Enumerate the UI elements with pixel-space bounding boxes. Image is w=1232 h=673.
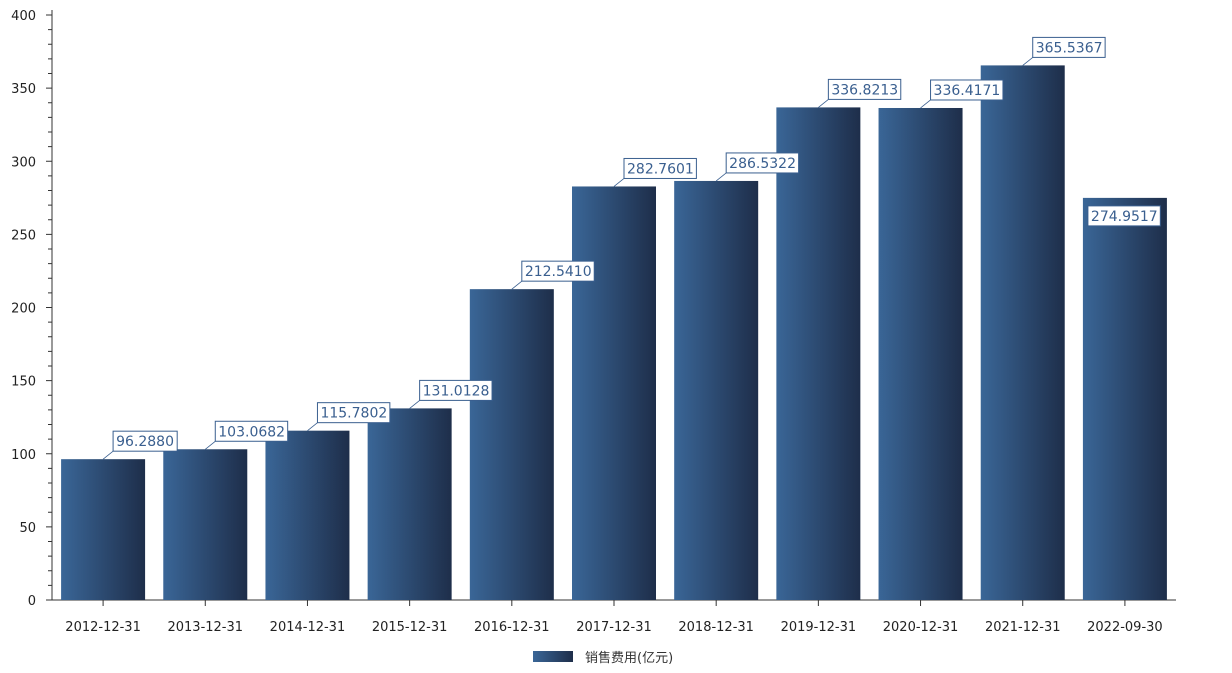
bar — [469, 289, 554, 600]
data-label-box — [623, 157, 697, 179]
x-tick-label: 2021-12-31 — [985, 620, 1061, 635]
data-label-box — [316, 402, 391, 424]
label-leader-line — [511, 280, 523, 290]
data-label-box — [214, 420, 289, 442]
x-tick-label: 2017-12-31 — [576, 620, 652, 635]
label-leader-line — [102, 450, 114, 460]
data-label-box — [521, 260, 595, 282]
data-label-box — [725, 152, 800, 174]
y-tick-label: 300 — [11, 155, 36, 170]
label-leader-line — [818, 99, 829, 108]
data-labels: 96.2880 103.0682 115.7802 131.0128 212.5410 2… — [102, 36, 1161, 460]
bar — [367, 408, 452, 600]
x-tick-label: 2020-12-31 — [883, 620, 959, 635]
data-label: 282.7601 — [627, 161, 694, 177]
data-label-box — [930, 79, 1004, 101]
bar — [265, 430, 350, 600]
x-tick-label: 2014-12-31 — [270, 620, 346, 635]
x-tick-label: 2013-12-31 — [167, 620, 243, 635]
label-leader-line — [205, 440, 216, 450]
data-label: 336.4171 — [934, 83, 1001, 99]
y-tick-label: 100 — [11, 448, 36, 463]
y-tick-label: 400 — [11, 9, 36, 24]
label-leader-line — [920, 99, 931, 109]
label-leader-line — [613, 178, 625, 187]
bar — [980, 65, 1065, 600]
x-tick-label: 2016-12-31 — [474, 620, 550, 635]
x-tick-label: 2019-12-31 — [781, 620, 857, 635]
bar — [674, 180, 759, 600]
label-leader-line — [409, 400, 420, 409]
data-label: 131.0128 — [423, 383, 490, 399]
bar — [878, 107, 963, 600]
data-label: 103.0682 — [218, 424, 285, 440]
data-label-box — [1087, 205, 1161, 227]
data-label-box — [1032, 36, 1106, 58]
data-label: 115.7802 — [320, 406, 387, 422]
legend[interactable]: 销售费用(亿元) — [533, 650, 673, 666]
x-tick-label: 2015-12-31 — [372, 620, 448, 635]
bar — [776, 107, 861, 600]
data-label: 365.5367 — [1036, 40, 1103, 56]
bars — [61, 65, 1167, 601]
y-tick-label: 0 — [28, 594, 36, 609]
x-tick-label: 2018-12-31 — [678, 620, 754, 635]
data-label-box — [112, 430, 178, 452]
y-tick-label: 200 — [11, 302, 36, 317]
data-label: 286.5322 — [729, 156, 796, 172]
x-tick-label: 2012-12-31 — [65, 620, 141, 635]
y-tick-label: 150 — [11, 375, 36, 390]
bar — [1082, 197, 1167, 601]
legend-label: 销售费用(亿元) — [585, 650, 673, 666]
data-label: 336.8213 — [831, 82, 898, 98]
legend-swatch — [533, 651, 573, 662]
label-leader-line — [715, 172, 727, 182]
label-leader-line — [1022, 57, 1033, 66]
y-tick-label: 250 — [11, 228, 36, 243]
data-label-box — [827, 78, 902, 100]
y-tick-label: 350 — [11, 82, 36, 97]
data-label-box — [419, 379, 493, 401]
x-tick-label: 2022-09-30 — [1087, 620, 1163, 635]
y-tick-label: 50 — [19, 521, 36, 536]
data-label: 96.2880 — [116, 434, 174, 450]
bar — [163, 449, 248, 600]
data-label: 212.5410 — [525, 264, 592, 280]
bar — [61, 459, 146, 600]
bar — [572, 186, 656, 600]
label-leader-line — [307, 422, 318, 431]
data-label: 274.9517 — [1091, 209, 1158, 225]
